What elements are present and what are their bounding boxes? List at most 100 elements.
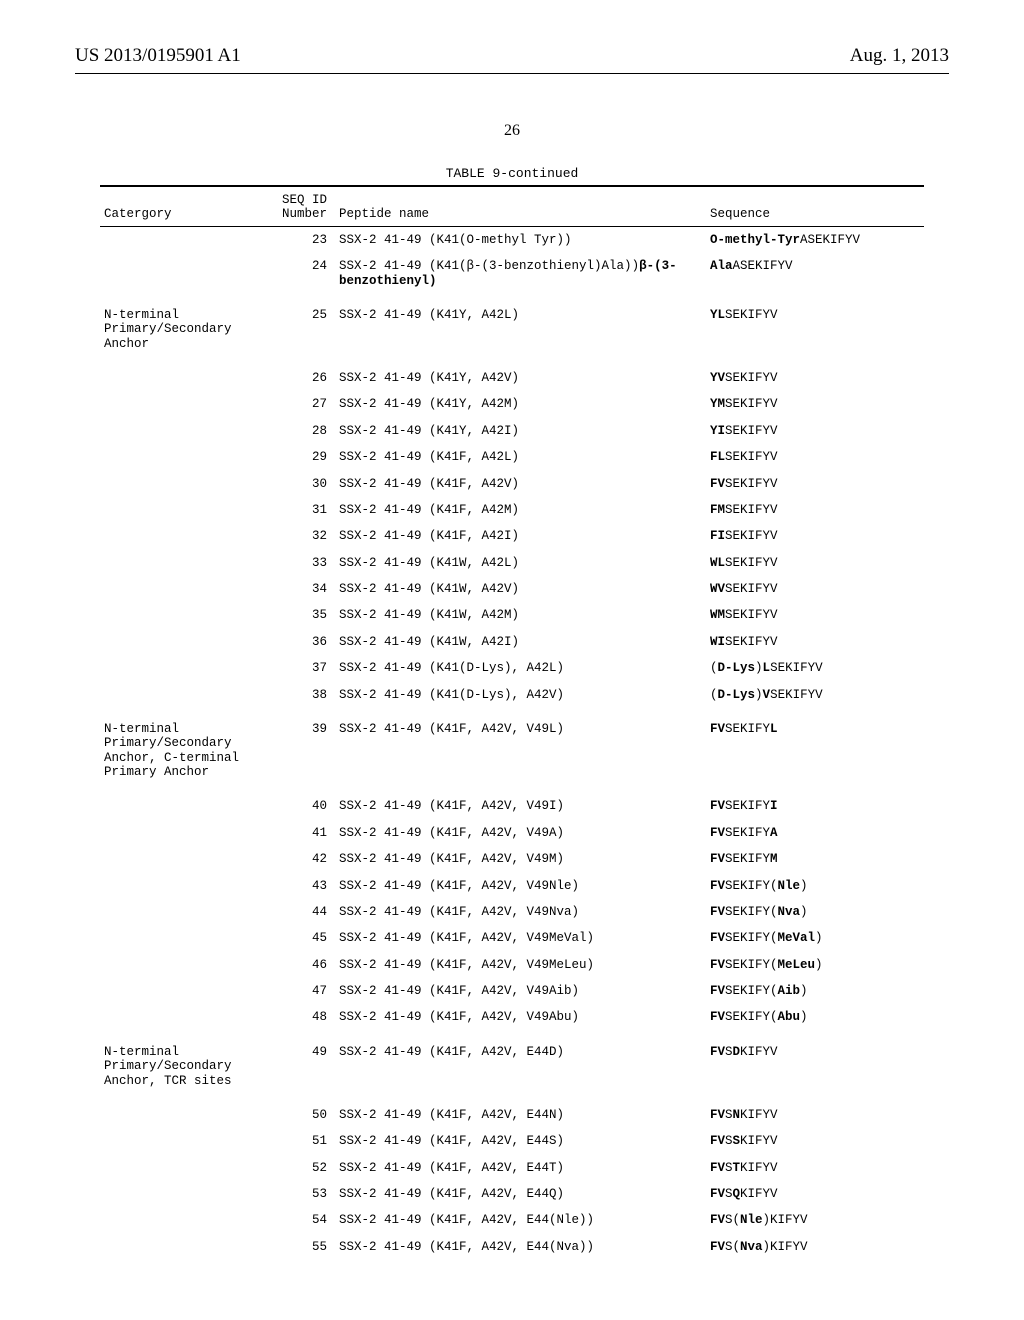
cell-category (100, 785, 278, 819)
cell-peptide-name: SSX-2 41-49 (K41(D-Lys), A42L) (335, 655, 706, 681)
table-row: 33SSX-2 41-49 (K41W, A42L)WLSEKIFYV (100, 550, 924, 576)
cell-seqid: 53 (278, 1181, 335, 1207)
cell-peptide-name: SSX-2 41-49 (K41F, A42V, V49Aib) (335, 978, 706, 1004)
cell-category (100, 1155, 278, 1181)
cell-category: N-terminal Primary/Secondary Anchor (100, 294, 278, 357)
col-peptide: Peptide name (335, 187, 706, 226)
col-category: Catergory (100, 187, 278, 226)
cell-category: N-terminal Primary/Secondary Anchor, TCR… (100, 1031, 278, 1094)
table-row: 50SSX-2 41-49 (K41F, A42V, E44N)FVSNKIFY… (100, 1094, 924, 1128)
cell-category (100, 576, 278, 602)
cell-seqid: 43 (278, 873, 335, 899)
table-row: 32SSX-2 41-49 (K41F, A42I)FISEKIFYV (100, 523, 924, 549)
table-row: 46SSX-2 41-49 (K41F, A42V, V49MeLeu)FVSE… (100, 952, 924, 978)
peptide-table: Catergory SEQ ID Number Peptide name Seq… (100, 187, 924, 1260)
cell-seqid: 51 (278, 1128, 335, 1154)
cell-sequence: FVSSKIFYV (706, 1128, 924, 1154)
cell-category (100, 391, 278, 417)
header-left: US 2013/0195901 A1 (75, 45, 241, 67)
cell-sequence: FVSQKIFYV (706, 1181, 924, 1207)
cell-sequence: YISEKIFYV (706, 418, 924, 444)
cell-category: N-terminal Primary/Secondary Anchor, C-t… (100, 708, 278, 786)
cell-sequence: YVSEKIFYV (706, 357, 924, 391)
cell-seqid: 40 (278, 785, 335, 819)
table-row: 42SSX-2 41-49 (K41F, A42V, V49M)FVSEKIFY… (100, 846, 924, 872)
table-row: N-terminal Primary/Secondary Anchor25SSX… (100, 294, 924, 357)
cell-seqid: 48 (278, 1004, 335, 1030)
col-sequence: Sequence (706, 187, 924, 226)
cell-sequence: FMSEKIFYV (706, 497, 924, 523)
cell-seqid: 50 (278, 1094, 335, 1128)
cell-sequence: WMSEKIFYV (706, 602, 924, 628)
cell-category (100, 1128, 278, 1154)
cell-seqid: 25 (278, 294, 335, 357)
cell-peptide-name: SSX-2 41-49 (K41F, A42V, V49Nva) (335, 899, 706, 925)
cell-category (100, 629, 278, 655)
cell-seqid: 54 (278, 1207, 335, 1233)
cell-peptide-name: SSX-2 41-49 (K41F, A42V, V49Nle) (335, 873, 706, 899)
cell-category (100, 873, 278, 899)
cell-seqid: 26 (278, 357, 335, 391)
cell-peptide-name: SSX-2 41-49 (K41W, A42V) (335, 576, 706, 602)
cell-peptide-name: SSX-2 41-49 (K41Y, A42V) (335, 357, 706, 391)
cell-sequence: YLSEKIFYV (706, 294, 924, 357)
cell-sequence: FVSEKIFYV (706, 471, 924, 497)
cell-sequence: FVSEKIFY(Aib) (706, 978, 924, 1004)
cell-seqid: 41 (278, 820, 335, 846)
cell-category (100, 418, 278, 444)
cell-category (100, 846, 278, 872)
cell-seqid: 24 (278, 253, 335, 294)
cell-seqid: 31 (278, 497, 335, 523)
cell-category (100, 925, 278, 951)
cell-peptide-name: SSX-2 41-49 (K41F, A42V, E44(Nle)) (335, 1207, 706, 1233)
cell-sequence: FVSEKIFY(Abu) (706, 1004, 924, 1030)
cell-peptide-name: SSX-2 41-49 (K41Y, A42M) (335, 391, 706, 417)
cell-category (100, 682, 278, 708)
table-row: 47SSX-2 41-49 (K41F, A42V, V49Aib)FVSEKI… (100, 978, 924, 1004)
cell-sequence: FVSEKIFYM (706, 846, 924, 872)
cell-sequence: AlaASEKIFYV (706, 253, 924, 294)
cell-peptide-name: SSX-2 41-49 (K41(D-Lys), A42V) (335, 682, 706, 708)
cell-peptide-name: SSX-2 41-49 (K41F, A42V) (335, 471, 706, 497)
table-row: 55SSX-2 41-49 (K41F, A42V, E44(Nva))FVS(… (100, 1234, 924, 1260)
cell-category (100, 978, 278, 1004)
cell-seqid: 34 (278, 576, 335, 602)
cell-peptide-name: SSX-2 41-49 (K41W, A42L) (335, 550, 706, 576)
cell-category (100, 1094, 278, 1128)
cell-category (100, 444, 278, 470)
table-row: 41SSX-2 41-49 (K41F, A42V, V49A)FVSEKIFY… (100, 820, 924, 846)
table-row: 53SSX-2 41-49 (K41F, A42V, E44Q)FVSQKIFY… (100, 1181, 924, 1207)
table-row: N-terminal Primary/Secondary Anchor, TCR… (100, 1031, 924, 1094)
table-row: 52SSX-2 41-49 (K41F, A42V, E44T)FVSTKIFY… (100, 1155, 924, 1181)
cell-seqid: 30 (278, 471, 335, 497)
table-row: 51SSX-2 41-49 (K41F, A42V, E44S)FVSSKIFY… (100, 1128, 924, 1154)
table-row: 31SSX-2 41-49 (K41F, A42M)FMSEKIFYV (100, 497, 924, 523)
table-row: 35SSX-2 41-49 (K41W, A42M)WMSEKIFYV (100, 602, 924, 628)
table-row: 23SSX-2 41-49 (K41(O-methyl Tyr))O-methy… (100, 227, 924, 253)
cell-category (100, 899, 278, 925)
cell-sequence: FVSTKIFYV (706, 1155, 924, 1181)
cell-sequence: (D-Lys)LSEKIFYV (706, 655, 924, 681)
cell-sequence: WISEKIFYV (706, 629, 924, 655)
cell-peptide-name: SSX-2 41-49 (K41(β-(3-benzothienyl)Ala))… (335, 253, 706, 294)
cell-sequence: FVSEKIFY(MeVal) (706, 925, 924, 951)
cell-peptide-name: SSX-2 41-49 (K41Y, A42L) (335, 294, 706, 357)
cell-category (100, 1004, 278, 1030)
table-row: 40SSX-2 41-49 (K41F, A42V, V49I)FVSEKIFY… (100, 785, 924, 819)
cell-category (100, 1234, 278, 1260)
cell-sequence: FVSEKIFYA (706, 820, 924, 846)
cell-seqid: 32 (278, 523, 335, 549)
cell-peptide-name: SSX-2 41-49 (K41Y, A42I) (335, 418, 706, 444)
cell-sequence: FVSEKIFYI (706, 785, 924, 819)
cell-sequence: WVSEKIFYV (706, 576, 924, 602)
cell-category (100, 1207, 278, 1233)
cell-seqid: 49 (278, 1031, 335, 1094)
cell-seqid: 52 (278, 1155, 335, 1181)
cell-peptide-name: SSX-2 41-49 (K41F, A42V, V49I) (335, 785, 706, 819)
cell-seqid: 36 (278, 629, 335, 655)
cell-seqid: 44 (278, 899, 335, 925)
cell-peptide-name: SSX-2 41-49 (K41(O-methyl Tyr)) (335, 227, 706, 253)
cell-sequence: (D-Lys)VSEKIFYV (706, 682, 924, 708)
table-body: 23SSX-2 41-49 (K41(O-methyl Tyr))O-methy… (100, 227, 924, 1260)
cell-category (100, 952, 278, 978)
